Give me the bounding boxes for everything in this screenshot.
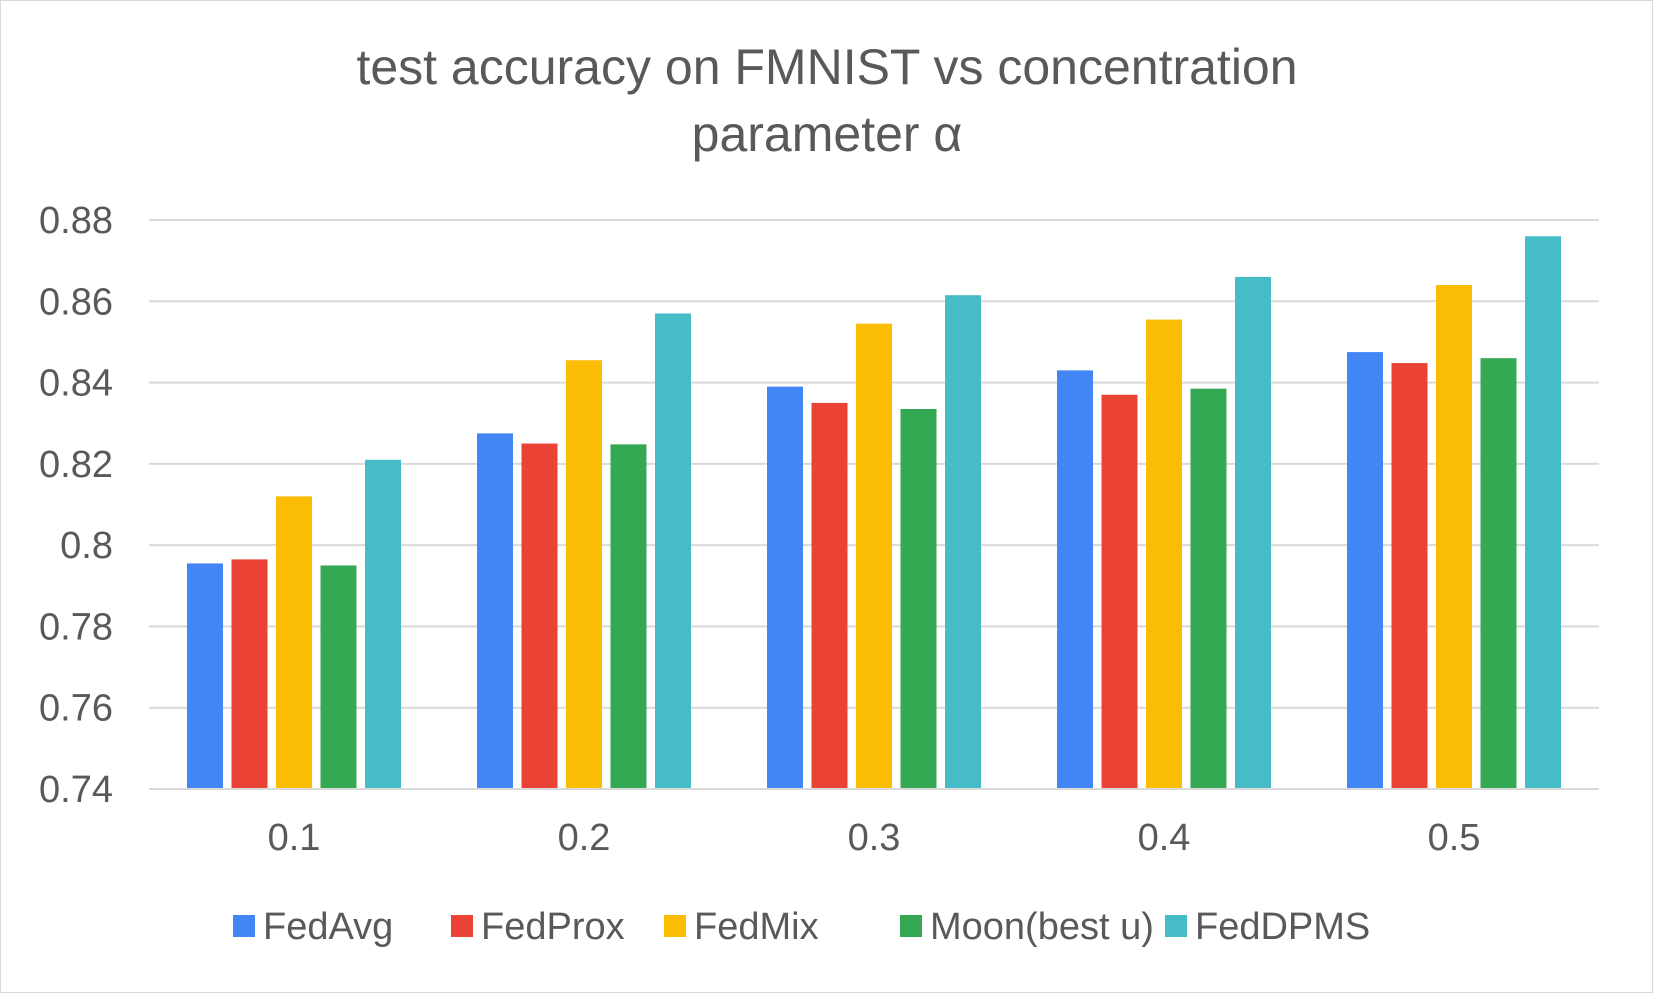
x-tick-label: 0.4 bbox=[1138, 817, 1191, 859]
bar-fedmix-0.3 bbox=[856, 323, 892, 789]
legend-item-fedprox: FedProx bbox=[451, 906, 625, 948]
legend-label: FedProx bbox=[481, 906, 625, 948]
bar-fedmix-0.4 bbox=[1146, 319, 1182, 789]
x-tick-label: 0.2 bbox=[558, 817, 611, 859]
bar-moon-best-u-0.3 bbox=[900, 408, 937, 789]
legend: FedAvg FedProx FedMix Moon(best u) FedDPMS bbox=[233, 906, 1370, 948]
y-tick-label: 0.74 bbox=[39, 769, 113, 811]
bar-fedprox-0.2 bbox=[521, 443, 558, 789]
legend-label: FedMix bbox=[694, 906, 819, 948]
legend-item-feddpms: FedDPMS bbox=[1165, 906, 1370, 948]
bar-fedavg-0.1 bbox=[187, 563, 223, 789]
legend-swatch bbox=[664, 915, 686, 937]
legend-item-moon-best-u: Moon(best u) bbox=[900, 906, 1154, 948]
bar-fedavg-0.2 bbox=[477, 433, 513, 789]
x-tick-label: 0.5 bbox=[1428, 817, 1481, 859]
legend-swatch bbox=[451, 915, 473, 937]
bar-fedmix-0.5 bbox=[1436, 285, 1472, 789]
bar-fedmix-0.1 bbox=[276, 496, 312, 789]
x-tick-label: 0.3 bbox=[848, 817, 901, 859]
legend-label: Moon(best u) bbox=[930, 906, 1154, 948]
x-axis-ticks: 0.1 0.2 0.3 0.4 0.5 bbox=[268, 817, 1481, 859]
legend-swatch bbox=[1165, 915, 1187, 937]
bar-fedprox-0.3 bbox=[811, 402, 848, 789]
bar-feddpms-0.5 bbox=[1525, 236, 1561, 789]
bar-fedprox-0.5 bbox=[1391, 363, 1428, 789]
bar-fedavg-0.3 bbox=[767, 386, 803, 789]
bar-moon-best-u-0.2 bbox=[610, 444, 647, 789]
chart-title-line-1: test accuracy on FMNIST vs concentration bbox=[356, 39, 1297, 95]
x-tick-label: 0.1 bbox=[268, 817, 321, 859]
chart-title-line-2: parameter α bbox=[692, 106, 963, 162]
bar-fedavg-0.4 bbox=[1057, 370, 1093, 789]
bar-moon-best-u-0.1 bbox=[320, 565, 357, 789]
y-tick-label: 0.78 bbox=[39, 606, 113, 648]
bar-fedmix-0.2 bbox=[566, 360, 602, 789]
y-tick-label: 0.8 bbox=[60, 525, 113, 567]
bar-fedavg-0.5 bbox=[1347, 352, 1383, 789]
legend-item-fedmix: FedMix bbox=[664, 906, 819, 948]
y-tick-label: 0.84 bbox=[39, 363, 113, 405]
bar-feddpms-0.1 bbox=[365, 459, 401, 789]
bar-moon-best-u-0.4 bbox=[1190, 388, 1227, 789]
legend-item-fedavg: FedAvg bbox=[233, 906, 393, 948]
bar-moon-best-u-0.5 bbox=[1480, 358, 1517, 789]
y-tick-label: 0.88 bbox=[39, 200, 113, 242]
y-tick-label: 0.82 bbox=[39, 444, 113, 486]
bar-fedprox-0.4 bbox=[1101, 394, 1138, 789]
legend-swatch bbox=[233, 915, 255, 937]
y-tick-label: 0.86 bbox=[39, 281, 113, 323]
bar-feddpms-0.2 bbox=[655, 313, 691, 789]
bar-feddpms-0.3 bbox=[945, 295, 981, 789]
bars bbox=[187, 236, 1561, 789]
legend-label: FedDPMS bbox=[1195, 906, 1370, 948]
bar-fedprox-0.1 bbox=[231, 559, 268, 789]
legend-label: FedAvg bbox=[263, 906, 393, 948]
y-axis-ticks: 0.74 0.76 0.78 0.8 0.82 0.84 0.86 0.88 bbox=[39, 200, 113, 811]
legend-swatch bbox=[900, 915, 922, 937]
bar-feddpms-0.4 bbox=[1235, 276, 1271, 789]
y-tick-label: 0.76 bbox=[39, 688, 113, 730]
